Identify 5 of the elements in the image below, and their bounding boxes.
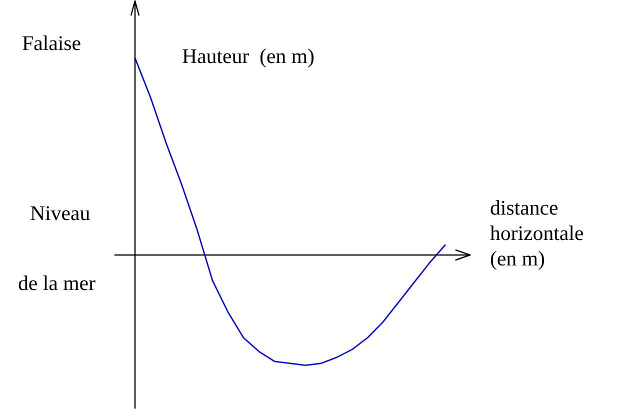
x-axis-title: distance horizontale (en m) (490, 200, 583, 270)
text: de la mer (18, 276, 96, 290)
text: Niveau (30, 206, 90, 220)
y-axis-title: Hauteur (en m) (182, 48, 314, 68)
text: Falaise (22, 36, 80, 50)
